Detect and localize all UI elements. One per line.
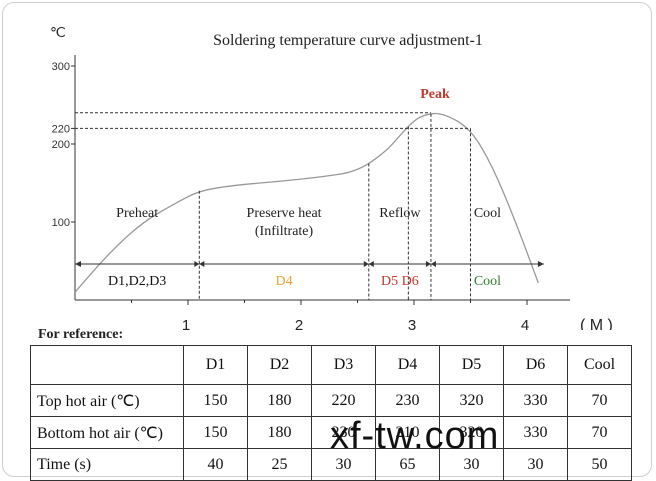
y-tick-label: 100: [52, 217, 70, 229]
table-header-row: D1 D2 D3 D4 D5 D6 Cool: [30, 345, 632, 385]
y-tick-label: 200: [52, 139, 70, 151]
table-header-cell: D2: [247, 345, 312, 385]
phase-label: Preheat: [116, 206, 158, 221]
range-divider-arrow: [368, 261, 374, 267]
chart-title: Soldering temperature curve adjustment-1: [213, 32, 483, 49]
table-cell: 150: [183, 384, 248, 417]
temperature-curve: [74, 112, 539, 293]
table-header-cell: D3: [311, 345, 376, 385]
table-row: Time (s) 40 25 30 65 30 30 50: [30, 448, 632, 481]
row-label: Time (s): [30, 448, 184, 481]
x-tick-label: 1: [182, 317, 190, 330]
range-label: Cool: [474, 274, 501, 289]
table-cell: 70: [567, 416, 632, 449]
table-cell: 330: [503, 416, 568, 449]
table-row: Top hot air (℃) 150 180 220 230 320 330 …: [30, 384, 632, 417]
table-header-cell: D4: [375, 345, 440, 385]
table-cell: 25: [247, 448, 312, 481]
table-header-cell: D1: [183, 345, 248, 385]
peak-label: Peak: [420, 87, 450, 102]
table-cell: 150: [183, 416, 248, 449]
phase-label: Cool: [474, 206, 501, 221]
chart-layer: 100 200 220 300 1 2 3 4 Peak Preheat Preserve heat…: [52, 55, 570, 330]
table-cell: 180: [247, 384, 312, 417]
table-cell: 230: [375, 384, 440, 417]
range-label: D4: [275, 274, 292, 289]
y-tick-label: 300: [52, 61, 70, 73]
temperature-chart: Soldering temperature curve adjustment-1…: [50, 26, 613, 330]
x-tick-label: 4: [521, 317, 529, 330]
table-cell: 65: [375, 448, 440, 481]
table-cell: 320: [439, 384, 504, 417]
table-cell: 230: [311, 416, 376, 449]
table-cell: 30: [311, 448, 376, 481]
table-row: Bottom hot air (℃) 150 180 230 210 320 3…: [30, 416, 632, 449]
table-cell: 30: [503, 448, 568, 481]
table-header-cell: Cool: [567, 345, 632, 385]
reference-label: For reference:: [38, 327, 124, 342]
table-cell: 30: [439, 448, 504, 481]
table-cell: 180: [247, 416, 312, 449]
reference-table: D1 D2 D3 D4 D5 D6 Cool Top hot air (℃) 1…: [30, 345, 632, 481]
phase-label: Preserve heat: [247, 206, 322, 221]
phase-sublabel: (Infiltrate): [255, 224, 314, 239]
x-tick-label: 2: [295, 317, 303, 330]
x-axis-unit: ( M ): [580, 317, 613, 330]
x-tick-label: 3: [408, 317, 416, 330]
range-arrow-right: [537, 261, 544, 267]
range-arrow-left: [75, 261, 81, 267]
table-cell: 70: [567, 384, 632, 417]
row-label: Top hot air (℃): [30, 384, 184, 417]
table-header-cell: D5: [439, 345, 504, 385]
range-divider-arrow: [363, 261, 369, 267]
range-divider-arrow: [425, 261, 431, 267]
table-header-cell: D6: [503, 345, 568, 385]
table-header-cell: [30, 345, 184, 385]
y-axis-unit: ℃: [50, 26, 66, 41]
table-cell: 210: [375, 416, 440, 449]
y-tick-label: 220: [52, 123, 70, 135]
phase-label: Reflow: [379, 206, 421, 221]
table-cell: 330: [503, 384, 568, 417]
row-label: Bottom hot air (℃): [30, 416, 184, 449]
range-divider-arrow: [430, 261, 436, 267]
table-cell: 40: [183, 448, 248, 481]
range-label: D5 D6: [381, 274, 419, 289]
table-cell: 320: [439, 416, 504, 449]
range-divider-arrow: [199, 261, 205, 267]
range-divider-arrow: [194, 261, 200, 267]
table-cell: 220: [311, 384, 376, 417]
table-cell: 50: [567, 448, 632, 481]
range-label: D1,D2,D3: [108, 274, 166, 289]
